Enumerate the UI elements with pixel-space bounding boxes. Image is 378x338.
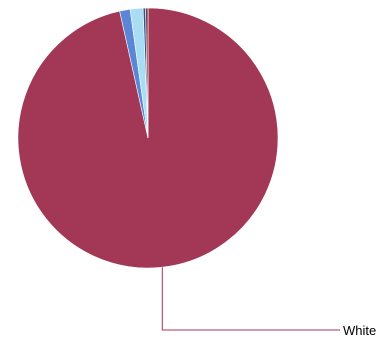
slice-label-white: White (343, 323, 376, 338)
leader-line-white (161, 267, 340, 331)
slice-labels: White (343, 323, 376, 338)
leader-lines (161, 267, 340, 331)
pie-slice-segment-4 (145, 7, 149, 139)
pie-slices (17, 7, 279, 269)
